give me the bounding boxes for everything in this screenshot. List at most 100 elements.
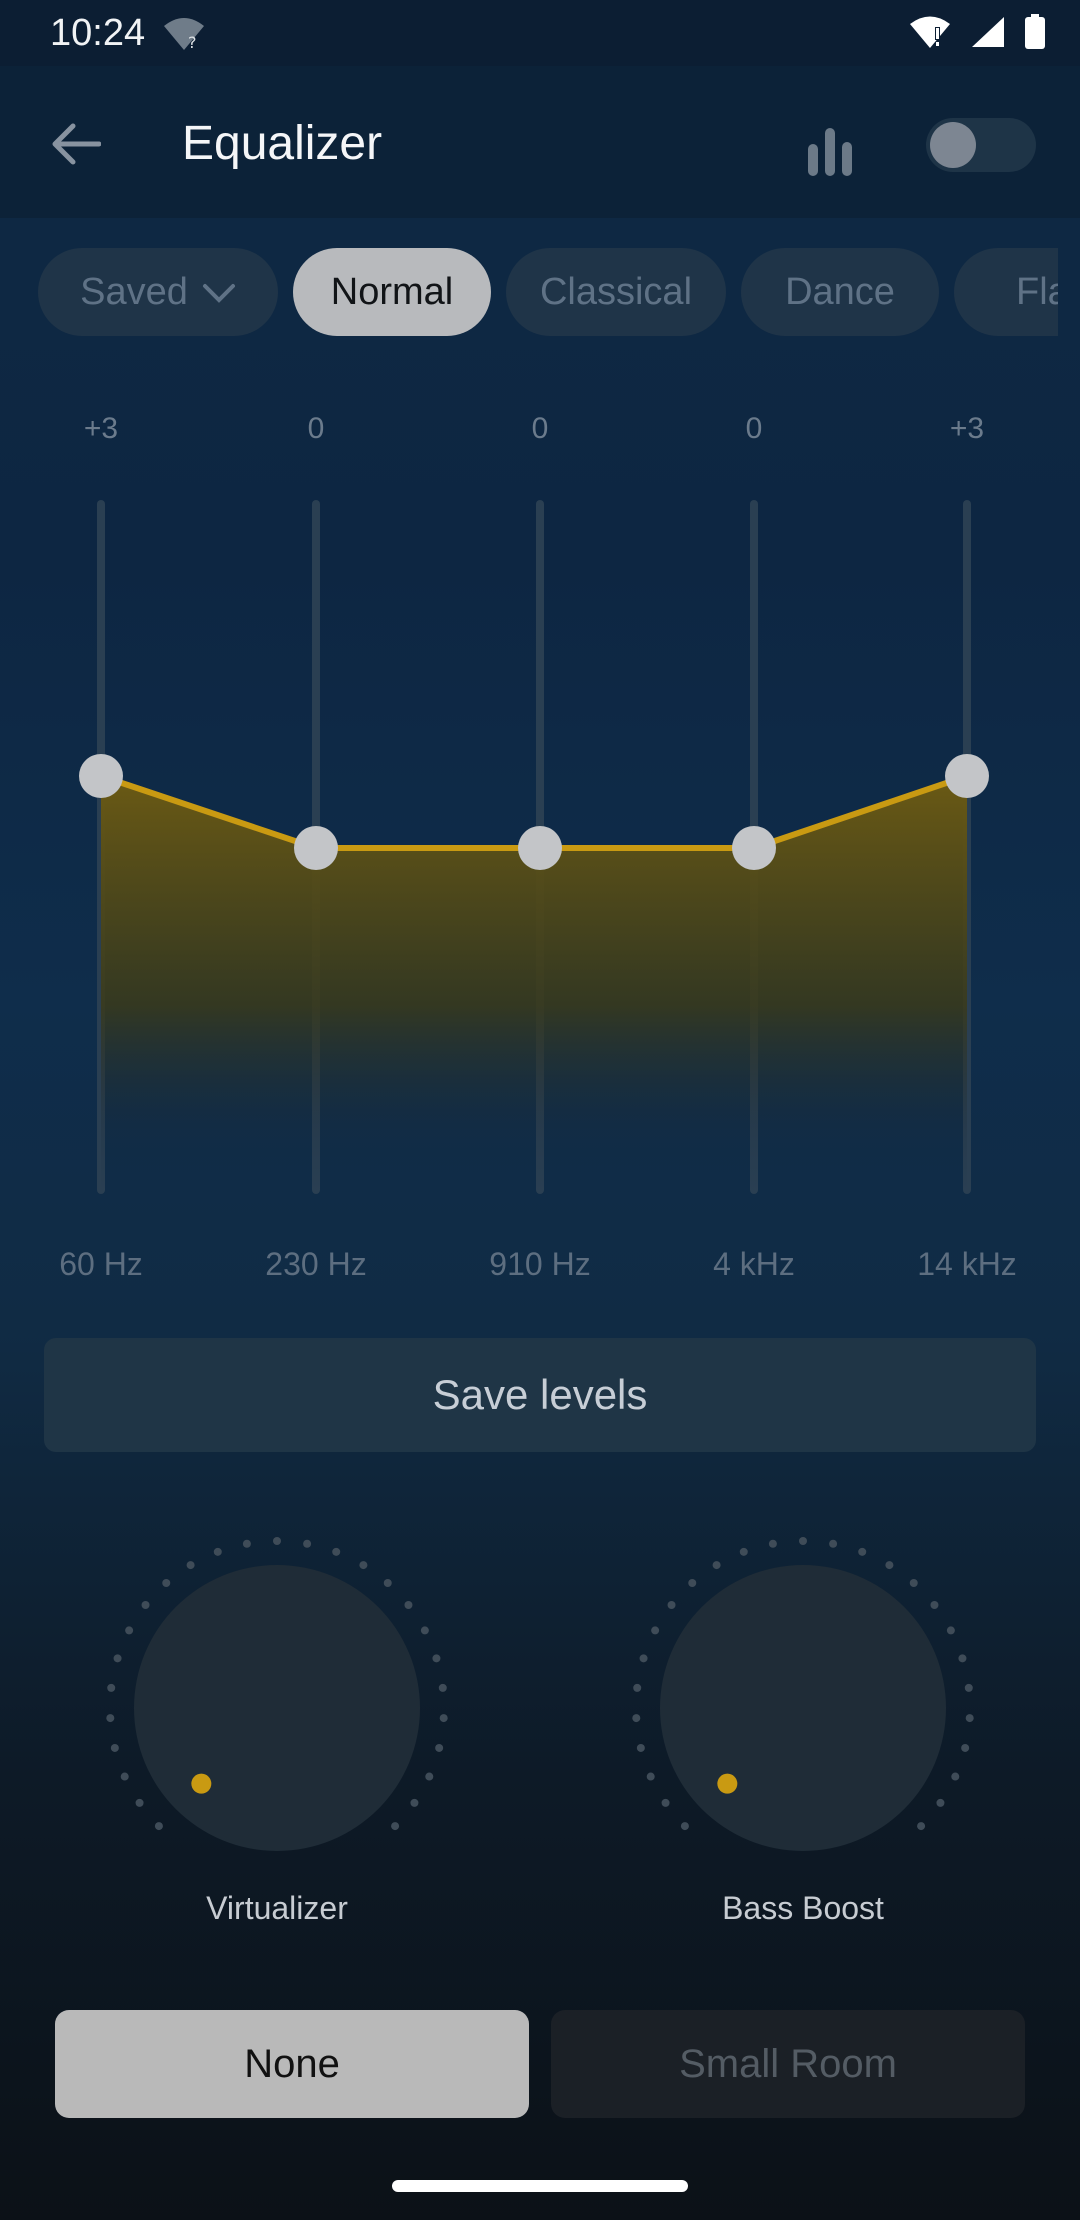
knob-body[interactable] — [660, 1565, 946, 1851]
bass-boost-knob[interactable] — [628, 1530, 978, 1880]
knob-tick — [110, 1743, 119, 1752]
preset-chip-saved[interactable]: Saved — [38, 248, 278, 336]
preset-chip-label: Saved — [80, 270, 188, 313]
knob-tick — [439, 1714, 448, 1723]
band-slider-handle[interactable] — [945, 754, 989, 798]
band-slider-handle[interactable] — [732, 826, 776, 870]
band-gain-label: 0 — [307, 412, 325, 445]
band-gain-label: +3 — [949, 412, 985, 445]
visualizer-button[interactable] — [800, 116, 860, 176]
preset-chip-normal[interactable]: Normal — [293, 248, 491, 336]
band-gain-label: +3 — [83, 412, 119, 445]
knob-tick — [639, 1654, 648, 1663]
knob-tick — [661, 1798, 670, 1807]
knob-tick — [964, 1683, 973, 1692]
band-gain-label: 0 — [531, 412, 549, 445]
band-freq-label: 230 Hz — [265, 1246, 367, 1282]
save-levels-button[interactable]: Save levels — [44, 1338, 1036, 1452]
knob-tick — [885, 1561, 894, 1570]
knob-tick — [359, 1561, 368, 1570]
knob-tick — [917, 1822, 926, 1831]
knob-tick — [404, 1601, 413, 1610]
knob-tick — [303, 1539, 312, 1548]
knob-tick — [688, 1578, 697, 1587]
knob-tick — [632, 1714, 641, 1723]
knob-tick — [768, 1539, 777, 1548]
equalizer-toggle[interactable] — [926, 118, 1036, 172]
knob-tick — [633, 1683, 642, 1692]
knob-tick — [242, 1539, 251, 1548]
bass-boost-label: Bass Boost — [722, 1890, 884, 1926]
preset-chip-label: Flat — [1016, 270, 1058, 313]
knob-tick — [113, 1654, 122, 1663]
cell-signal-icon — [972, 17, 1004, 47]
knob-tick — [120, 1772, 129, 1781]
bar-chart-icon-bar — [842, 142, 852, 176]
preset-chip-label: Classical — [539, 270, 693, 313]
knob-tick — [410, 1798, 419, 1807]
knob-tick — [958, 1654, 967, 1663]
status-bar: 10:24 ? — [0, 0, 1080, 66]
preset-chip-classical[interactable]: Classical — [506, 248, 726, 336]
preset-chip-dance[interactable]: Dance — [741, 248, 939, 336]
knob-tick — [141, 1601, 150, 1610]
knob-tick — [432, 1654, 441, 1663]
band-freq-label: 910 Hz — [489, 1246, 591, 1282]
preset-chip-label: Dance — [785, 270, 895, 313]
status-time: 10:24 — [50, 12, 146, 54]
knob-tick — [651, 1626, 660, 1635]
reverb-none-button[interactable]: None — [55, 2010, 529, 2118]
band-slider-handle[interactable] — [518, 826, 562, 870]
wifi-alert-icon — [910, 16, 950, 48]
band-slider-handle[interactable] — [294, 826, 338, 870]
preset-chip-flat[interactable]: Flat — [954, 248, 1058, 336]
knob-tick — [273, 1537, 281, 1545]
wifi-unknown-icon: ? — [164, 18, 204, 52]
knob-tick — [332, 1547, 341, 1556]
knob-tick — [420, 1626, 429, 1635]
knob-tick — [213, 1547, 222, 1556]
knob-tick — [435, 1743, 444, 1752]
battery-icon — [1025, 14, 1045, 49]
knob-tick — [951, 1772, 960, 1781]
knob-tick — [106, 1714, 115, 1723]
knob-tick — [965, 1714, 974, 1723]
page-title: Equalizer — [182, 117, 383, 170]
preset-chips: Saved Normal Classical Dance Flat — [38, 246, 1058, 338]
knob-tick — [667, 1601, 676, 1610]
knob-tick — [946, 1626, 955, 1635]
knob-tick — [680, 1822, 689, 1831]
knob-tick — [135, 1798, 144, 1807]
virtualizer-label: Virtualizer — [206, 1890, 348, 1926]
eq-curve-fill — [101, 776, 967, 1194]
home-indicator[interactable] — [392, 2180, 688, 2192]
knob-tick — [646, 1772, 655, 1781]
app-bar: Equalizer — [0, 66, 1080, 218]
bar-chart-icon-bar — [825, 128, 835, 176]
back-button[interactable] — [46, 114, 106, 174]
reverb-small-room-button[interactable]: Small Room — [551, 2010, 1025, 2118]
virtualizer-knob[interactable] — [102, 1530, 452, 1880]
bar-chart-icon — [808, 144, 818, 176]
band-freq-label: 14 kHz — [917, 1246, 1017, 1282]
chevron-down-icon — [202, 271, 236, 314]
svg-text:?: ? — [188, 33, 197, 52]
knob-indicator — [717, 1773, 738, 1794]
knob-tick — [858, 1547, 867, 1556]
knob-tick — [438, 1683, 447, 1692]
band-slider-handle[interactable] — [79, 754, 123, 798]
knob-tick — [829, 1539, 838, 1548]
band-freq-label: 4 kHz — [713, 1246, 795, 1282]
status-icons — [908, 14, 1046, 50]
knob-tick — [739, 1547, 748, 1556]
knob-tick — [186, 1561, 195, 1570]
knob-tick — [154, 1822, 163, 1831]
knob-tick — [909, 1578, 918, 1587]
knob-tick — [107, 1683, 116, 1692]
knob-tick — [383, 1578, 392, 1587]
knob-tick — [162, 1578, 171, 1587]
knob-tick — [799, 1537, 807, 1545]
knob-body[interactable] — [134, 1565, 420, 1851]
preset-chip-label: Normal — [330, 270, 454, 313]
knob-tick — [936, 1798, 945, 1807]
